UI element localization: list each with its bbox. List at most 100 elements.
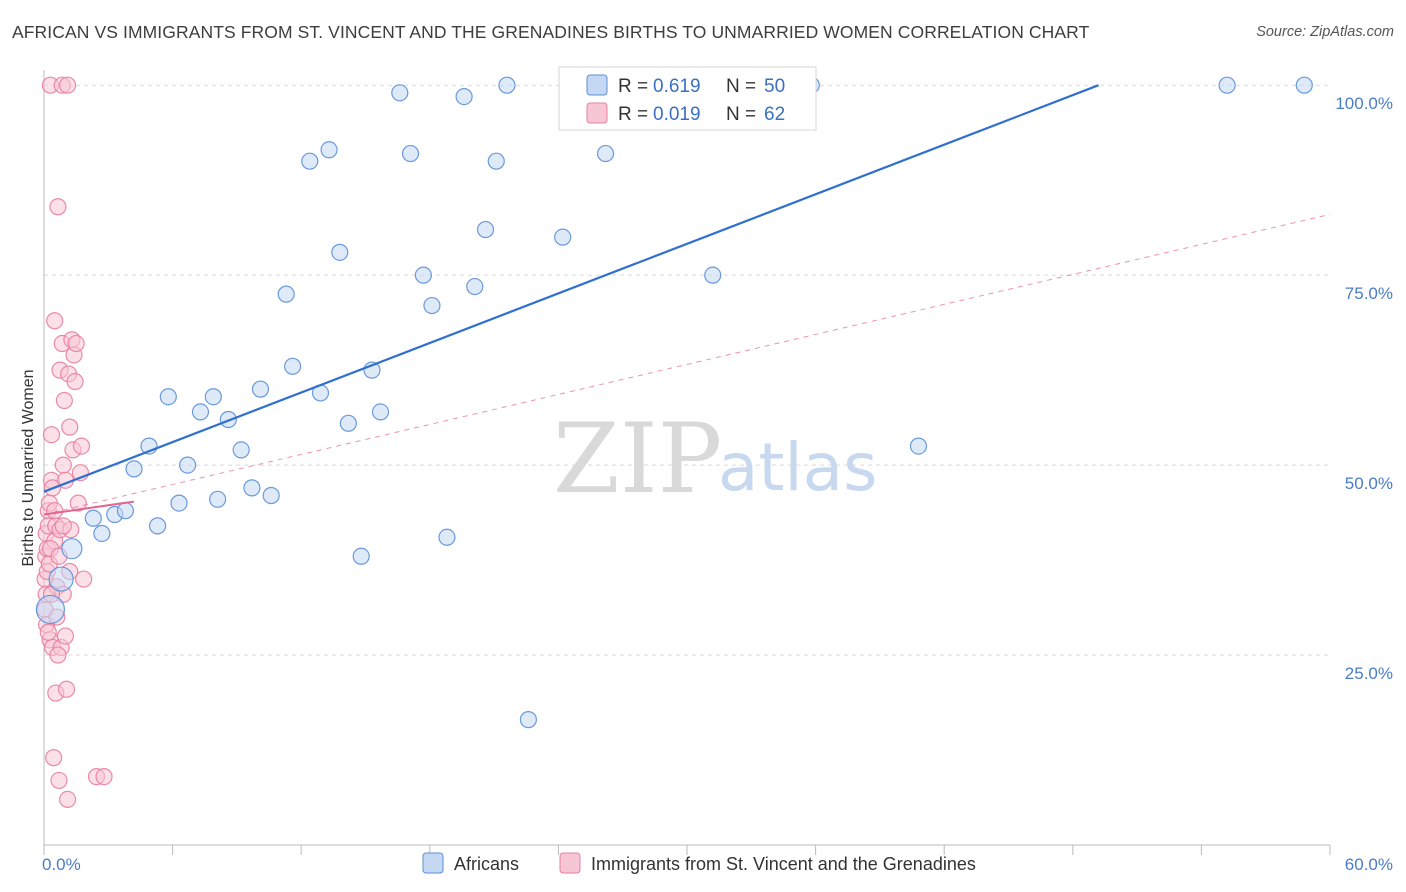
immigrants-point-33 [56, 627, 75, 645]
y-tick-label-1: 50.0% [1345, 474, 1393, 493]
legend-r-value-2: 0.019 [653, 104, 701, 125]
africans-point-33 [414, 266, 432, 284]
axes [43, 70, 1331, 855]
immigrants-point-44 [66, 372, 84, 391]
africans-point-14 [204, 388, 222, 406]
immigrants-point-36 [58, 790, 77, 809]
africans-point-42 [554, 228, 572, 246]
africans-point-17 [232, 441, 250, 459]
africans-point-25 [320, 141, 338, 159]
trend-lines [43, 84, 1331, 516]
africans-point-18 [243, 479, 261, 497]
immigrants-point-23 [49, 198, 67, 216]
immigrants-point-32 [55, 391, 73, 410]
africans-point-9 [148, 517, 167, 535]
immigrants-point-45 [67, 334, 85, 353]
africans-point-19 [251, 380, 270, 398]
bottom-legend-swatch-immigrants [559, 852, 581, 874]
immigrants-point-14 [42, 426, 61, 444]
legend-n-label-2: N = [726, 104, 756, 125]
source-label: Source: ZipAtlas.com [1256, 24, 1394, 40]
trend-line-1 [43, 500, 135, 516]
series-immigrants-points [36, 76, 113, 809]
africans-point-35 [438, 528, 456, 546]
gridlines [44, 84, 1330, 656]
y-axis-label: Births to Unmarried Women [20, 369, 37, 566]
y-tick-label-3: 100.0% [1335, 94, 1393, 113]
africans-point-11 [170, 494, 188, 512]
africans-point-32 [401, 144, 420, 163]
africans-point-20 [262, 486, 280, 505]
africans-point-21 [277, 285, 295, 303]
africans-point-28 [352, 547, 370, 565]
x-tick-label-0: 0.0% [42, 855, 81, 874]
africans-point-39 [487, 152, 505, 170]
immigrants-point-37 [58, 76, 77, 94]
legend-r-label-2: R = [618, 104, 648, 125]
immigrants-point-30 [54, 456, 72, 474]
y-tick-labels: 25.0% 50.0% 75.0% 100.0% [1335, 94, 1393, 683]
bottom-legend: Africans Immigrants from St. Vincent and… [422, 852, 976, 874]
legend-swatch-africans [586, 74, 608, 96]
y-tick-label-2: 75.0% [1345, 284, 1393, 303]
africans-point-27 [339, 414, 357, 432]
immigrants-point-24 [50, 771, 68, 790]
bottom-legend-immigrants: Immigrants from St. Vincent and the Gren… [591, 854, 976, 874]
africans-point-37 [466, 277, 484, 296]
africans-point-7 [125, 460, 143, 478]
africans-point-38 [476, 220, 495, 239]
y-tick-label-0: 25.0% [1345, 664, 1393, 683]
africans-point-0 [35, 594, 66, 625]
bottom-legend-africans: Africans [454, 854, 519, 874]
legend-n-value-1: 50 [764, 76, 785, 97]
africans-point-2 [61, 538, 83, 560]
africans-point-23 [301, 152, 319, 170]
immigrants-point-17 [45, 749, 63, 767]
africans-point-15 [209, 490, 227, 508]
immigrants-point-60 [46, 502, 64, 520]
africans-point-48 [1295, 76, 1313, 94]
immigrants-point-56 [54, 517, 72, 535]
legend-n-value-2: 62 [764, 104, 785, 125]
africans-point-13 [191, 403, 210, 421]
africans-point-4 [93, 524, 111, 543]
legend-box: R = 0.619 N = 50 R = 0.019 N = 62 [558, 66, 817, 131]
africans-point-30 [371, 403, 390, 421]
africans-point-26 [331, 243, 349, 261]
watermark-atlas: atlas [718, 429, 878, 506]
immigrants-point-39 [61, 418, 79, 436]
africans-point-43 [596, 144, 615, 163]
africans-point-1 [48, 566, 74, 592]
x-tick-labels: 0.0% 60.0% [42, 855, 1393, 874]
immigrants-point-49 [75, 570, 93, 588]
africans-point-31 [391, 84, 409, 102]
legend-r-value-1: 0.619 [653, 76, 701, 97]
trend-line-2 [43, 213, 1331, 515]
chart-title: AFRICAN VS IMMIGRANTS FROM ST. VINCENT A… [12, 22, 1090, 42]
africans-point-41 [519, 711, 537, 729]
immigrants-point-35 [57, 680, 76, 698]
legend-n-label-1: N = [726, 76, 756, 97]
legend-r-label-1: R = [618, 76, 648, 97]
africans-point-44 [704, 266, 722, 284]
africans-point-36 [455, 87, 473, 106]
bottom-legend-swatch-africans [422, 852, 444, 874]
immigrants-point-58 [39, 623, 57, 641]
watermark-zip: ZIP [553, 403, 722, 515]
africans-point-47 [1218, 76, 1236, 94]
immigrants-point-48 [72, 437, 91, 455]
watermark: ZIP atlas [553, 403, 878, 515]
africans-point-22 [284, 357, 302, 375]
trend-line-0 [43, 84, 1099, 493]
africans-point-40 [498, 76, 516, 94]
africans-point-46 [909, 437, 928, 455]
legend-swatch-immigrants [586, 102, 608, 124]
immigrants-point-19 [46, 312, 64, 330]
africans-point-3 [84, 509, 102, 527]
africans-point-12 [179, 456, 197, 474]
immigrants-point-61 [49, 646, 67, 664]
africans-point-10 [159, 388, 177, 406]
africans-point-6 [116, 502, 135, 520]
x-tick-label-1: 60.0% [1345, 855, 1393, 874]
